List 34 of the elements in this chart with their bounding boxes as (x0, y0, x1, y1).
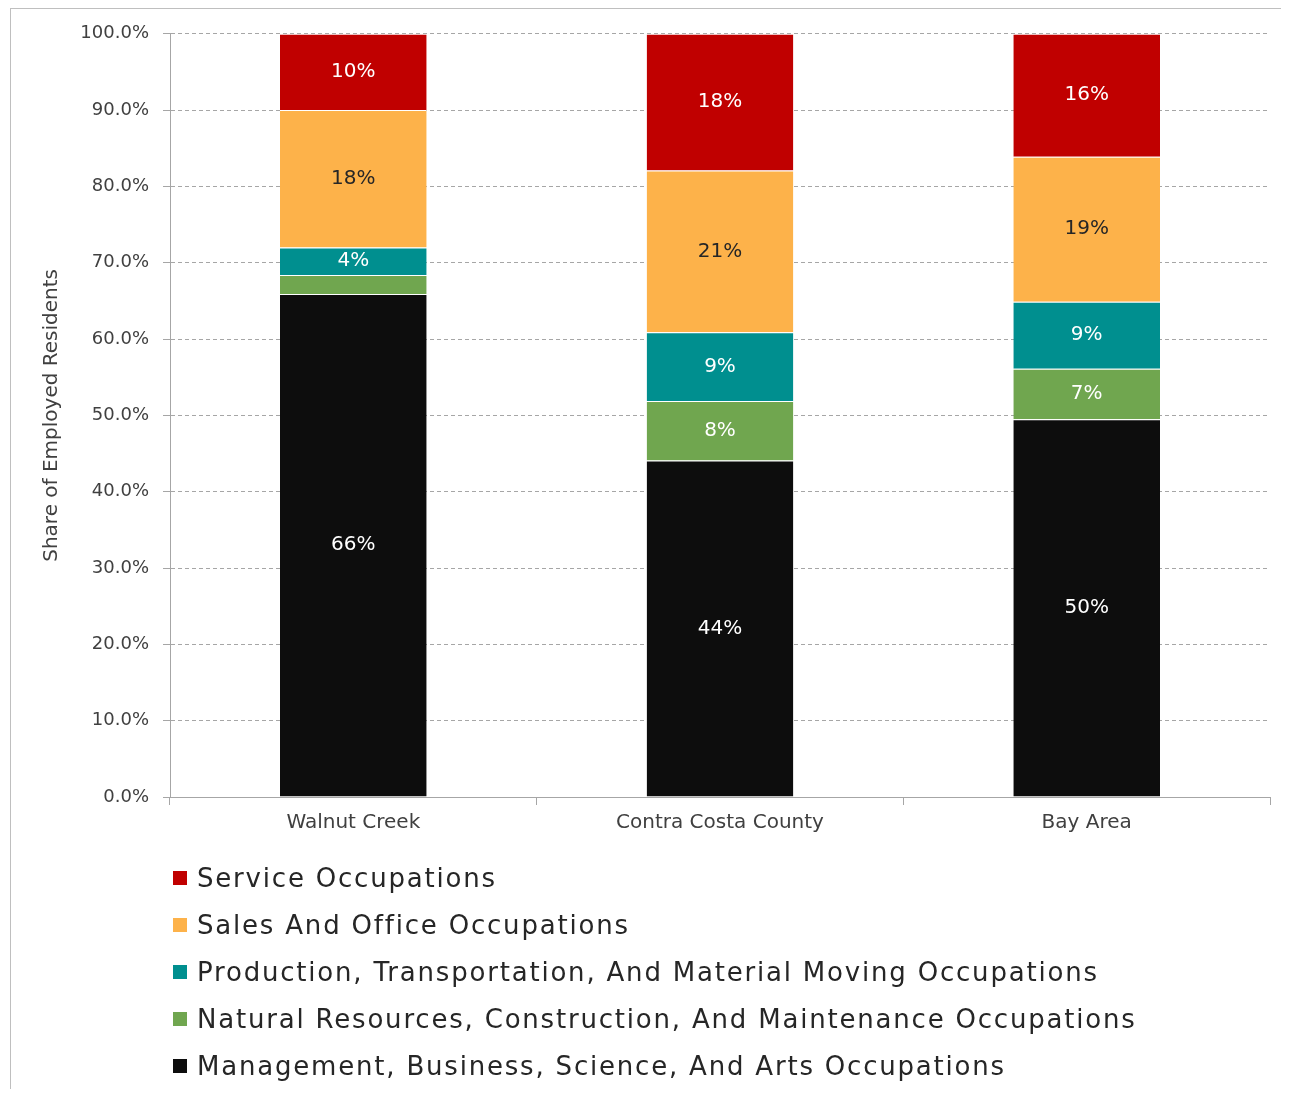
y-tick-label: 70.0% (91, 250, 149, 272)
data-label: 9% (1070, 321, 1103, 346)
y-tick-label: 10.0% (91, 708, 149, 730)
x-tick-label: Contra Costa County (616, 809, 825, 834)
data-label: 21% (697, 237, 743, 262)
y-tick-label: 20.0% (91, 632, 149, 654)
data-label: 44% (697, 614, 743, 639)
data-label: 18% (697, 88, 743, 113)
data-label: 50% (1064, 594, 1109, 619)
data-label: 16% (1064, 81, 1109, 106)
y-axis-title: Share of Employed Residents (38, 269, 63, 562)
data-label: 66% (331, 531, 376, 556)
data-label: 9% (704, 352, 736, 377)
data-label: 8% (704, 416, 736, 441)
data-label: 10% (331, 58, 376, 83)
y-tick-label: 50.0% (91, 403, 149, 425)
y-tick-label: 90.0% (91, 97, 149, 119)
y-tick-label: 100.0% (80, 21, 149, 43)
legend-label: Production, Transportation, And Material Moving Occupations (197, 956, 1099, 987)
data-label: 19% (1064, 215, 1109, 240)
data-label: 4% (337, 247, 370, 272)
y-tick-label: 80.0% (91, 174, 149, 196)
y-tick-label: 40.0% (91, 479, 149, 501)
data-label: 18% (331, 165, 376, 190)
x-tick-label: Walnut Creek (286, 809, 421, 834)
legend-label: Sales And Office Occupations (197, 909, 630, 940)
y-tick-label: 0.0% (103, 784, 149, 806)
legend-label: Natural Resources, Construction, And Maintenance Occupations (197, 1003, 1137, 1034)
y-tick-label: 30.0% (91, 555, 149, 577)
x-tick-label: Bay Area (1041, 809, 1132, 834)
legend-label: Management, Business, Science, And Arts Occupations (197, 1050, 1006, 1081)
data-label: 7% (1070, 380, 1103, 405)
legend-label: Service Occupations (197, 862, 497, 893)
y-tick-label: 60.0% (91, 326, 149, 348)
